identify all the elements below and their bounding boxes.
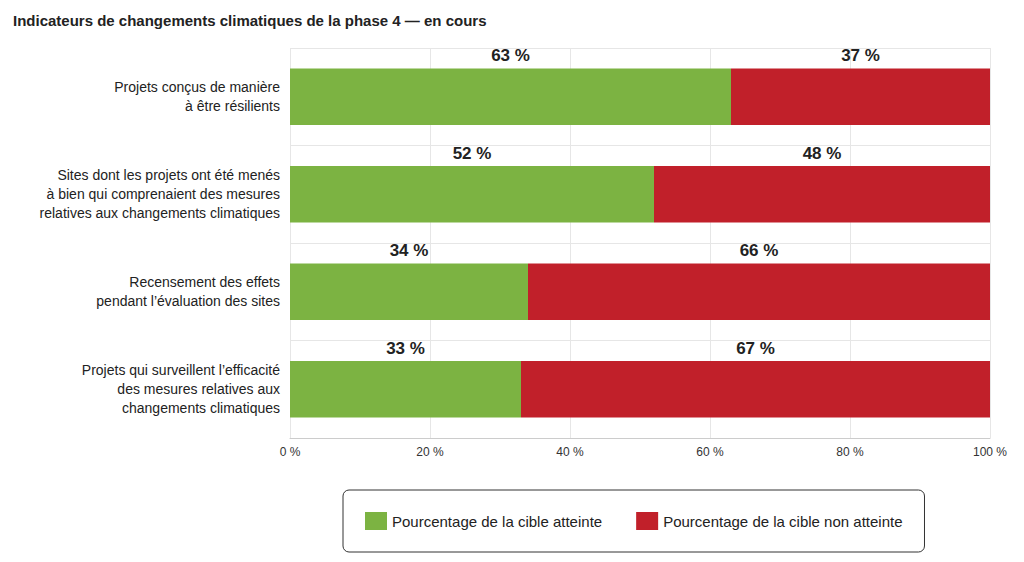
svg-text:33 %: 33 %	[386, 339, 425, 358]
svg-text:80 %: 80 %	[836, 445, 864, 459]
svg-text:à être résilients: à être résilients	[185, 98, 280, 114]
svg-text:40 %: 40 %	[556, 445, 584, 459]
svg-text:à bien qui comprenaient des me: à bien qui comprenaient des mesures	[47, 186, 280, 202]
svg-text:67 %: 67 %	[736, 339, 775, 358]
svg-text:Pourcentage de la cible attein: Pourcentage de la cible atteinte	[392, 513, 602, 530]
svg-text:34 %: 34 %	[390, 241, 429, 260]
svg-text:Projets conçus de manière: Projets conçus de manière	[114, 79, 280, 95]
svg-text:des mesures relatives aux: des mesures relatives aux	[117, 381, 280, 397]
svg-text:0 %: 0 %	[280, 445, 301, 459]
svg-text:Pourcentage de la cible non at: Pourcentage de la cible non atteinte	[663, 513, 902, 530]
svg-text:63 %: 63 %	[491, 46, 530, 65]
svg-text:pendant l’évaluation des sites: pendant l’évaluation des sites	[96, 293, 280, 309]
svg-text:relatives aux changements clim: relatives aux changements climatiques	[40, 205, 280, 221]
svg-text:20 %: 20 %	[416, 445, 444, 459]
svg-text:Recensement des effets: Recensement des effets	[129, 274, 280, 290]
svg-text:48 %: 48 %	[803, 144, 842, 163]
svg-text:Indicateurs de changements cli: Indicateurs de changements climatiques d…	[13, 12, 487, 29]
svg-text:Sites dont les projets ont été: Sites dont les projets ont été menés	[57, 167, 280, 183]
svg-text:52 %: 52 %	[453, 144, 492, 163]
svg-text:60 %: 60 %	[696, 445, 724, 459]
svg-text:66 %: 66 %	[740, 241, 779, 260]
svg-text:Projets qui surveillent l’effi: Projets qui surveillent l’efficacité	[82, 362, 280, 378]
svg-text:37 %: 37 %	[841, 46, 880, 65]
svg-text:100 %: 100 %	[973, 445, 1007, 459]
svg-text:changements climatiques: changements climatiques	[122, 400, 280, 416]
